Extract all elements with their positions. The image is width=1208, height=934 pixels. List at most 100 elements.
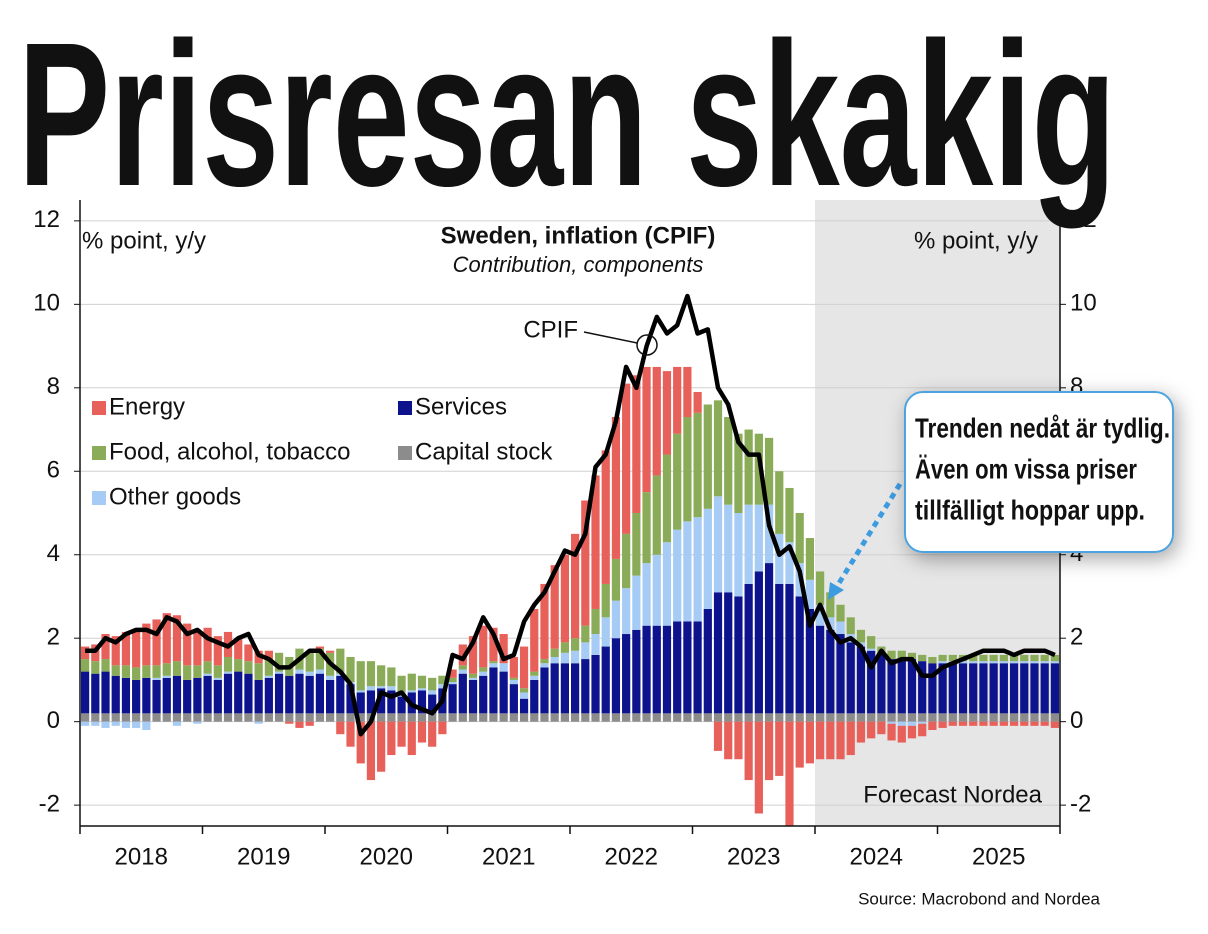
bar — [979, 654, 988, 662]
bar — [458, 669, 467, 674]
bar — [693, 621, 702, 714]
bar — [540, 713, 549, 722]
bar — [468, 673, 478, 678]
bar — [999, 721, 1008, 726]
bar — [377, 688, 386, 714]
bar — [918, 713, 927, 722]
bar — [295, 673, 304, 714]
bar — [969, 654, 978, 662]
bar — [907, 725, 917, 739]
bar — [652, 625, 661, 714]
bar — [805, 721, 814, 764]
bar — [1050, 713, 1059, 722]
bar — [907, 713, 917, 722]
bar — [377, 686, 386, 689]
bar — [254, 663, 263, 680]
bar — [693, 517, 702, 622]
bar — [632, 629, 641, 714]
bar — [581, 625, 590, 643]
chart-title: Sweden, inflation (CPIF) — [441, 222, 716, 249]
bar — [958, 721, 968, 726]
bar — [274, 671, 284, 674]
bar — [397, 696, 406, 714]
bar — [907, 659, 917, 714]
bar — [223, 671, 233, 674]
bar — [346, 684, 355, 714]
bar — [172, 713, 182, 722]
bar — [101, 659, 110, 672]
bar — [428, 690, 437, 695]
bar — [673, 529, 682, 622]
bar — [775, 721, 784, 776]
y-tick-label: 2 — [47, 624, 60, 651]
y-tick-label: 4 — [47, 540, 60, 567]
bar — [295, 713, 304, 722]
bar — [877, 721, 886, 735]
bar — [203, 627, 212, 662]
bar — [417, 721, 427, 743]
y-tick-label: 10 — [33, 290, 60, 317]
bar — [632, 575, 641, 630]
bar — [377, 665, 386, 687]
bar — [795, 513, 804, 564]
bar — [356, 690, 365, 693]
bar — [305, 671, 314, 676]
bar — [560, 554, 569, 643]
bar — [530, 608, 539, 672]
bar — [193, 677, 202, 714]
bar — [1009, 661, 1019, 664]
bar — [836, 713, 845, 722]
bar — [1050, 654, 1059, 662]
bar — [499, 663, 508, 672]
bar — [479, 713, 488, 722]
bar — [938, 713, 947, 722]
bar — [479, 675, 488, 714]
bar — [121, 713, 131, 722]
bar — [826, 721, 835, 760]
x-tick-label: 2025 — [972, 843, 1025, 870]
bar — [81, 713, 90, 722]
bar — [274, 652, 284, 672]
bar — [550, 648, 559, 657]
bar — [1040, 663, 1049, 714]
bar — [948, 663, 957, 714]
bar — [428, 694, 437, 714]
bar — [683, 417, 692, 522]
bar — [785, 721, 794, 826]
bar — [622, 533, 631, 589]
bar — [428, 721, 437, 747]
bar — [121, 665, 131, 678]
bar — [887, 721, 896, 724]
x-tick-label: 2023 — [727, 843, 780, 870]
bar — [264, 713, 273, 722]
bar — [315, 646, 324, 649]
bar — [642, 366, 651, 493]
bar — [326, 679, 335, 714]
bar — [938, 661, 947, 664]
bar — [652, 366, 661, 476]
legend-swatch — [398, 446, 412, 460]
bar — [999, 713, 1008, 722]
bar — [142, 713, 151, 722]
bar — [785, 542, 794, 584]
bar — [744, 583, 753, 714]
bar — [805, 713, 814, 722]
bar — [479, 667, 488, 672]
bar — [1009, 663, 1019, 714]
bar — [611, 600, 621, 639]
bar — [315, 713, 324, 722]
bar — [142, 721, 151, 731]
y2-tick-label: -2 — [1070, 790, 1091, 817]
bar — [693, 412, 702, 518]
bar — [499, 671, 508, 714]
bar — [305, 650, 314, 672]
bar — [254, 679, 263, 714]
bar — [111, 721, 120, 726]
bar — [918, 723, 927, 737]
bar — [713, 721, 723, 751]
bar — [591, 475, 600, 609]
bar — [438, 675, 447, 685]
bar — [662, 542, 672, 626]
bar — [673, 621, 682, 714]
